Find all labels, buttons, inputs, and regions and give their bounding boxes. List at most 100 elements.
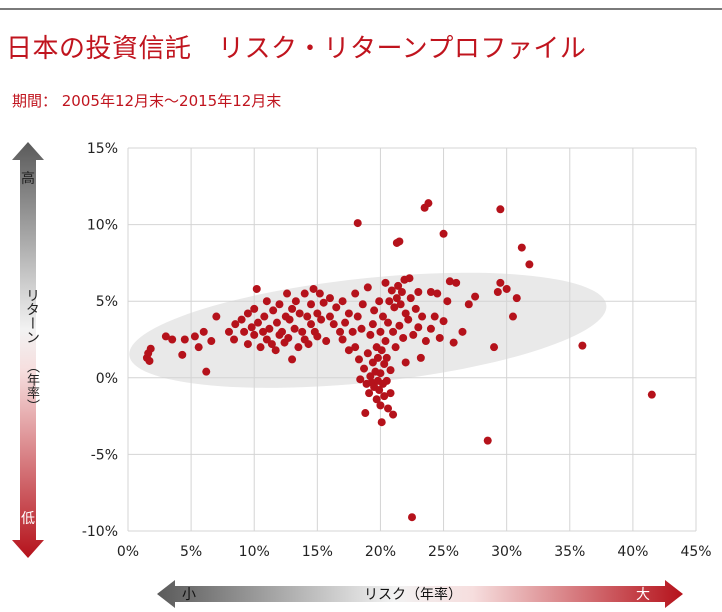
data-point bbox=[397, 288, 406, 297]
data-point bbox=[199, 327, 208, 336]
y-tick-label: -10% bbox=[82, 524, 118, 540]
x-tick-label: 30% bbox=[491, 544, 522, 560]
data-point bbox=[262, 335, 271, 344]
data-point bbox=[338, 297, 347, 306]
data-point bbox=[265, 324, 274, 333]
data-point bbox=[353, 219, 362, 228]
data-point bbox=[439, 229, 448, 238]
data-point bbox=[387, 286, 396, 295]
data-point bbox=[341, 318, 350, 327]
data-point bbox=[426, 288, 435, 297]
data-point bbox=[338, 335, 347, 344]
data-point bbox=[231, 320, 240, 329]
data-point bbox=[377, 418, 386, 427]
data-point bbox=[284, 333, 293, 342]
data-point bbox=[439, 317, 448, 326]
return-high-label: 高 bbox=[21, 171, 35, 187]
data-point bbox=[391, 343, 400, 352]
data-point bbox=[317, 315, 326, 324]
data-point bbox=[368, 358, 377, 367]
data-point bbox=[381, 278, 390, 287]
x-tick-label: 35% bbox=[554, 544, 585, 560]
x-tick-label: 0% bbox=[117, 544, 139, 560]
data-point bbox=[254, 318, 263, 327]
x-tick-label: 20% bbox=[365, 544, 396, 560]
data-point bbox=[262, 297, 271, 306]
data-point bbox=[370, 306, 379, 315]
data-point bbox=[267, 340, 276, 349]
data-point bbox=[212, 312, 221, 321]
data-point bbox=[443, 297, 452, 306]
data-point bbox=[445, 277, 454, 286]
x-tick-label: 5% bbox=[180, 544, 202, 560]
data-point bbox=[414, 288, 423, 297]
data-point bbox=[458, 327, 467, 336]
data-point bbox=[376, 401, 385, 410]
data-point bbox=[247, 323, 256, 332]
data-point bbox=[309, 284, 318, 293]
data-point bbox=[269, 306, 278, 315]
data-point bbox=[295, 309, 304, 318]
data-point bbox=[363, 349, 372, 358]
data-point bbox=[496, 278, 505, 287]
data-point bbox=[237, 315, 246, 324]
data-point bbox=[389, 410, 398, 419]
data-point bbox=[168, 335, 177, 344]
data-point bbox=[381, 337, 390, 346]
data-point bbox=[418, 312, 427, 321]
data-point bbox=[490, 343, 499, 352]
data-point bbox=[385, 297, 394, 306]
return-title-paren: （年率） bbox=[24, 360, 39, 412]
data-point bbox=[372, 395, 381, 404]
x-tick-label: 40% bbox=[617, 544, 648, 560]
data-point bbox=[409, 330, 418, 339]
data-point bbox=[449, 338, 458, 347]
data-point bbox=[405, 274, 414, 283]
data-point bbox=[496, 205, 505, 214]
data-point bbox=[433, 289, 442, 298]
data-point bbox=[272, 318, 281, 327]
data-point bbox=[300, 289, 309, 298]
data-point bbox=[414, 323, 423, 332]
data-point bbox=[647, 390, 656, 399]
data-point bbox=[161, 332, 170, 341]
data-point bbox=[336, 327, 345, 336]
data-point bbox=[145, 356, 154, 365]
data-point bbox=[408, 513, 416, 522]
data-point bbox=[384, 318, 393, 327]
data-point bbox=[290, 324, 299, 333]
return-arrow bbox=[12, 142, 44, 558]
data-point bbox=[396, 300, 405, 309]
data-point bbox=[416, 353, 425, 362]
data-point bbox=[404, 315, 413, 324]
data-point bbox=[366, 372, 375, 381]
data-point bbox=[307, 300, 316, 309]
data-point bbox=[395, 321, 404, 330]
data-point bbox=[275, 300, 284, 309]
data-point bbox=[426, 324, 435, 333]
data-point bbox=[394, 281, 403, 290]
data-point bbox=[380, 360, 389, 369]
y-tick-label: 0% bbox=[96, 371, 118, 387]
data-point bbox=[357, 324, 366, 333]
data-point bbox=[368, 320, 377, 329]
data-point bbox=[285, 315, 294, 324]
data-point bbox=[146, 344, 155, 353]
data-point bbox=[313, 332, 322, 341]
data-point bbox=[471, 292, 480, 301]
data-point bbox=[315, 289, 324, 298]
data-point bbox=[464, 300, 473, 309]
risk-title: リスク（年率） bbox=[364, 587, 462, 603]
data-point bbox=[283, 289, 292, 298]
data-point bbox=[307, 320, 316, 329]
data-point bbox=[380, 392, 389, 401]
risk-large-label: 大 bbox=[636, 587, 650, 603]
data-point bbox=[356, 375, 365, 384]
x-tick-label: 25% bbox=[428, 544, 459, 560]
data-point bbox=[390, 303, 399, 312]
data-point bbox=[298, 327, 307, 336]
data-point bbox=[202, 367, 211, 376]
data-point bbox=[401, 358, 410, 367]
data-point bbox=[360, 364, 369, 373]
